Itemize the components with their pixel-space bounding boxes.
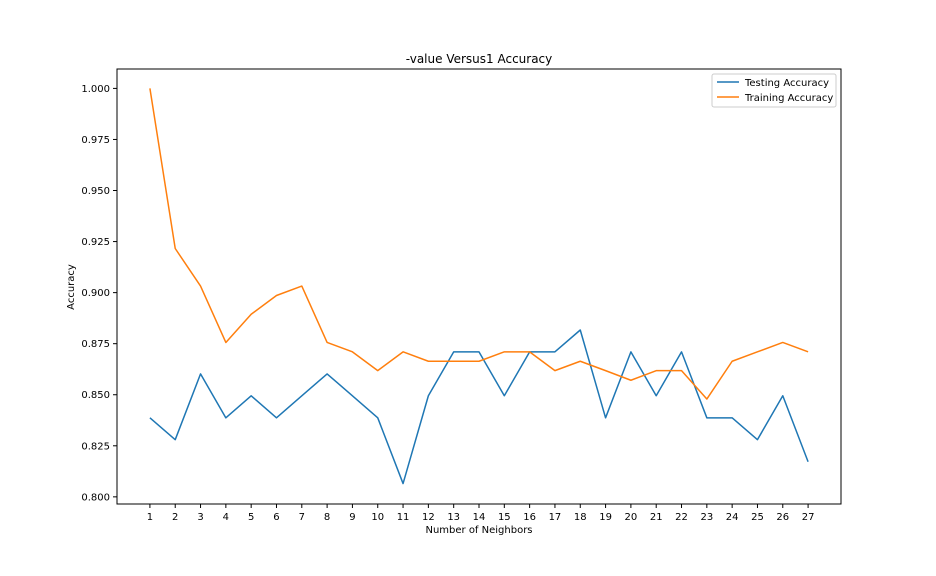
y-tick-label: 0.975 bbox=[81, 135, 110, 146]
x-tick-label: 24 bbox=[726, 512, 739, 523]
y-tick-label: 0.925 bbox=[81, 237, 110, 248]
x-tick-label: 6 bbox=[273, 512, 279, 523]
x-tick-label: 12 bbox=[422, 512, 435, 523]
x-tick-label: 9 bbox=[349, 512, 355, 523]
x-tick-label: 27 bbox=[802, 512, 815, 523]
x-tick-label: 20 bbox=[625, 512, 638, 523]
x-tick-label: 14 bbox=[473, 512, 486, 523]
legend-box bbox=[711, 73, 837, 108]
x-tick-label: 25 bbox=[751, 512, 764, 523]
x-tick-label: 2 bbox=[172, 512, 178, 523]
y-axis: 0.800 0.825 0.850 0.875 0.900 0.925 0.950 0.975… bbox=[81, 84, 117, 503]
x-tick-label: 26 bbox=[776, 512, 789, 523]
x-tick-label: 21 bbox=[650, 512, 663, 523]
x-tick-label: 19 bbox=[599, 512, 612, 523]
x-tick-label: 5 bbox=[248, 512, 254, 523]
x-tick-label: 4 bbox=[223, 512, 229, 523]
legend: Testing Accuracy Training Accuracy bbox=[711, 73, 837, 108]
x-tick-label: 7 bbox=[299, 512, 305, 523]
y-tick-label: 0.825 bbox=[81, 441, 110, 452]
y-tick-label: 1.000 bbox=[81, 84, 110, 95]
legend-label-training: Training Accuracy bbox=[744, 93, 833, 104]
y-tick-label: 0.800 bbox=[81, 492, 110, 503]
x-tick-label: 3 bbox=[197, 512, 203, 523]
y-tick-label: 0.900 bbox=[81, 288, 110, 299]
x-tick-label: 17 bbox=[549, 512, 562, 523]
legend-label-testing: Testing Accuracy bbox=[744, 78, 829, 89]
x-tick-label: 22 bbox=[675, 512, 688, 523]
x-tick-label: 10 bbox=[371, 512, 384, 523]
x-tick-label: 18 bbox=[574, 512, 587, 523]
x-tick-label: 8 bbox=[324, 512, 330, 523]
x-tick-label: 23 bbox=[700, 512, 713, 523]
x-tick-label: 15 bbox=[498, 512, 511, 523]
y-tick-label: 0.850 bbox=[81, 390, 110, 401]
x-axis: 1 2 3 4 5 6 7 8 9 10 11 12 13 14 15 16 17 18 19 20 21 22 23 24 2… bbox=[147, 504, 815, 523]
y-axis-label: Accuracy bbox=[66, 264, 77, 310]
y-tick-label: 0.875 bbox=[81, 339, 110, 350]
plot-area bbox=[149, 88, 809, 485]
chart-title: -value Versus1 Accuracy bbox=[406, 52, 553, 66]
testing-accuracy-line bbox=[149, 329, 809, 485]
x-tick-label: 16 bbox=[523, 512, 536, 523]
x-axis-label: Number of Neighbors bbox=[425, 525, 532, 536]
training-accuracy-line bbox=[149, 88, 809, 400]
x-tick-label: 13 bbox=[447, 512, 460, 523]
y-tick-label: 0.950 bbox=[81, 186, 110, 197]
x-tick-label: 1 bbox=[147, 512, 153, 523]
x-tick-label: 11 bbox=[397, 512, 410, 523]
